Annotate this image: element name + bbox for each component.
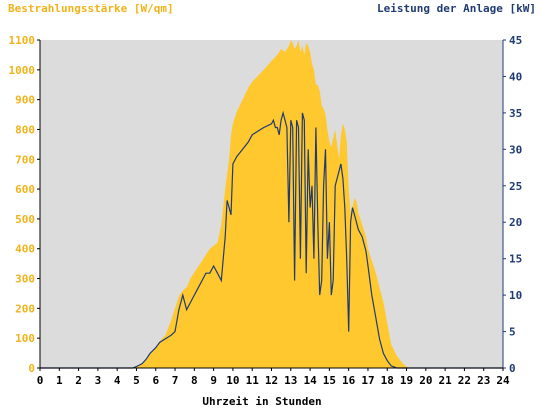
x-tick-label: 22	[458, 374, 471, 387]
x-tick-label: 23	[477, 374, 490, 387]
x-tick-label: 2	[75, 374, 82, 387]
x-tick-label: 24	[496, 374, 510, 387]
right-tick-label: 40	[509, 70, 522, 83]
left-tick-label: 300	[15, 273, 35, 286]
right-tick-label: 30	[509, 143, 522, 156]
power-line	[40, 110, 503, 369]
x-tick-label: 10	[226, 374, 239, 387]
x-tick-label: 7	[172, 374, 179, 387]
left-tick-label: 600	[15, 183, 35, 196]
right-axis-title: Leistung der Anlage [kW]	[377, 2, 536, 15]
right-tick-label: 5	[509, 326, 516, 339]
left-tick-label: 100	[15, 332, 35, 345]
x-tick-label: 14	[303, 374, 317, 387]
x-tick-label: 13	[284, 374, 297, 387]
right-tick-label: 10	[509, 289, 522, 302]
x-tick-label: 4	[114, 374, 121, 387]
irradiance-series	[40, 40, 503, 368]
left-tick-label: 200	[15, 302, 35, 315]
left-tick-label: 0	[28, 362, 35, 375]
right-tick-label: 45	[509, 34, 522, 47]
power-series	[40, 110, 503, 369]
x-tick-label: 17	[361, 374, 374, 387]
x-tick-label: 1	[56, 374, 63, 387]
x-tick-label: 5	[133, 374, 140, 387]
right-tick-label: 0	[509, 362, 516, 375]
right-tick-label: 15	[509, 253, 522, 266]
x-axis-label: Uhrzeit in Stunden	[202, 395, 321, 408]
left-tick-label: 1100	[9, 34, 36, 47]
right-tick-label: 25	[509, 180, 522, 193]
x-tick-label: 15	[323, 374, 336, 387]
x-tick-label: 8	[191, 374, 198, 387]
right-tick-label: 35	[509, 107, 522, 120]
x-tick-label: 0	[37, 374, 44, 387]
x-tick-label: 3	[95, 374, 102, 387]
right-axis: 0 5 10 15 20 25 30 35 40 45	[503, 34, 522, 375]
left-axis: 0 100 200 300 400 500 600 700 800 900 1000 1100	[9, 34, 40, 375]
left-axis-title: Bestrahlungsstärke [W/qm]	[8, 2, 174, 15]
x-tick-label: 11	[246, 374, 260, 387]
right-tick-label: 20	[509, 216, 522, 229]
x-tick-label: 18	[381, 374, 394, 387]
x-tick-label: 9	[210, 374, 217, 387]
x-axis: 0 1 2 3 4 5 6 7 8 9 10 11 12 13 14 15 16 17 18 19 20 21 22 23 24	[37, 368, 510, 387]
x-tick-label: 19	[400, 374, 413, 387]
x-tick-label: 16	[342, 374, 356, 387]
x-tick-label: 12	[265, 374, 278, 387]
irradiance-area	[40, 40, 503, 368]
left-tick-label: 400	[15, 243, 35, 256]
x-tick-label: 6	[152, 374, 159, 387]
left-tick-label: 900	[15, 94, 35, 107]
left-tick-label: 700	[15, 153, 35, 166]
left-tick-label: 1000	[9, 64, 36, 77]
x-tick-label: 21	[439, 374, 453, 387]
x-tick-label: 20	[419, 374, 432, 387]
left-tick-label: 500	[15, 213, 35, 226]
left-tick-label: 800	[15, 123, 35, 136]
